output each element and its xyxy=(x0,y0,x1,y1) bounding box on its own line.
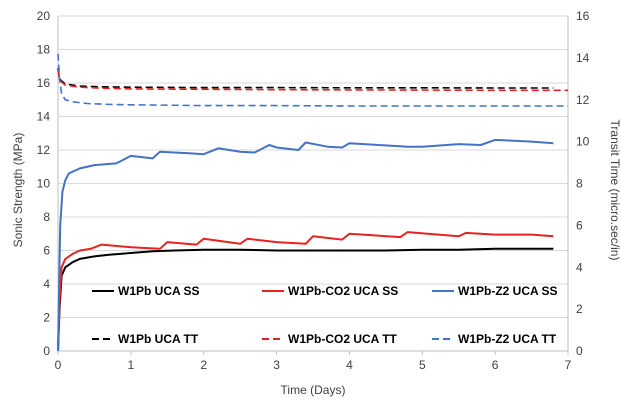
y2-tick-label: 4 xyxy=(576,260,583,274)
legend-item: W1Pb UCA TT xyxy=(92,332,199,346)
y2-tick-label: 6 xyxy=(576,218,583,232)
legend-label: W1Pb-CO2 UCA SS xyxy=(288,284,398,298)
y-tick-label: 14 xyxy=(37,110,51,124)
legend-label: W1Pb UCA TT xyxy=(118,332,199,346)
legend-label: W1Pb-Z2 UCA TT xyxy=(458,332,557,346)
series-line-w1pb-co2-uca-ss xyxy=(57,231,554,352)
legend-item: W1Pb-Z2 UCA SS xyxy=(432,284,558,298)
y-tick-label: 8 xyxy=(43,210,50,224)
y2-tick-label: 2 xyxy=(576,302,583,316)
y-tick-label: 10 xyxy=(37,177,51,191)
x-tick-label: 7 xyxy=(565,358,572,372)
legend-item: W1Pb-CO2 UCA TT xyxy=(262,332,398,346)
y2-tick-label: 8 xyxy=(576,177,583,191)
y-tick-label: 12 xyxy=(37,143,51,157)
gridlines xyxy=(58,15,568,352)
series-line-w1pb-z2-uca-ss xyxy=(57,138,554,352)
y-tick-label: 20 xyxy=(37,9,51,23)
y2-tick-label: 10 xyxy=(576,135,590,149)
legend-item: W1Pb-CO2 UCA SS xyxy=(262,284,398,298)
legend-label: W1Pb UCA SS xyxy=(118,284,200,298)
legend-item: W1Pb UCA SS xyxy=(92,284,200,298)
y-tick-label: 18 xyxy=(37,43,51,57)
x-tick-label: 1 xyxy=(128,358,135,372)
series-line-w1pb-uca-tt xyxy=(57,68,554,89)
x-tick-label: 6 xyxy=(492,358,499,372)
y-tick-label: 2 xyxy=(43,311,50,325)
y-axis-title: Sonic Strength (MPa) xyxy=(11,133,25,248)
y2-tick-label: 0 xyxy=(576,344,583,358)
x-axis-title: Time (Days) xyxy=(281,383,346,397)
x-tick-label: 5 xyxy=(419,358,426,372)
y-tick-label: 0 xyxy=(43,344,50,358)
y-tick-label: 4 xyxy=(43,277,50,291)
legend: W1Pb UCA SS W1Pb-CO2 UCA SS W1Pb-Z2 UCA SS… xyxy=(92,284,558,346)
x-tick-label: 0 xyxy=(55,358,62,372)
x-tick-label: 4 xyxy=(346,358,353,372)
series-line-w1pb-z2-uca-tt xyxy=(57,53,568,107)
y2-tick-label: 12 xyxy=(576,93,590,107)
legend-item: W1Pb-Z2 UCA TT xyxy=(432,332,557,346)
y2-axis-title: Transit Time (micro.sec/in) xyxy=(608,120,621,261)
series-line-w1pb-uca-ss xyxy=(57,247,554,352)
legend-label: W1Pb-Z2 UCA SS xyxy=(458,284,558,298)
x-tick-label: 2 xyxy=(200,358,207,372)
y-tick-label: 6 xyxy=(43,244,50,258)
y2-tick-label: 14 xyxy=(576,51,590,65)
series-line-w1pb-co2-uca-tt xyxy=(57,70,568,92)
x-tick-label: 3 xyxy=(273,358,280,372)
y2-tick-label: 16 xyxy=(576,9,590,23)
y-tick-label: 16 xyxy=(37,76,51,90)
series-lines xyxy=(57,53,568,352)
legend-label: W1Pb-CO2 UCA TT xyxy=(288,332,398,346)
